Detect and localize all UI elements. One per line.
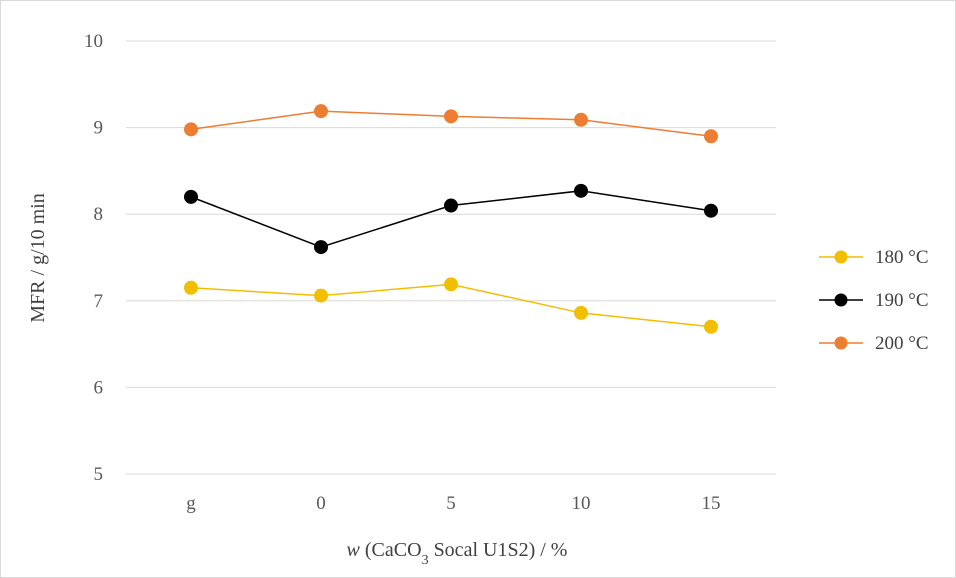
data-point — [704, 319, 718, 334]
gridlines — [126, 40, 776, 475]
legend: 180 °C 190 °C 200 °C — [819, 247, 929, 354]
data-point — [444, 109, 458, 124]
data-point — [704, 203, 718, 218]
x-tick-label: 5 — [446, 493, 456, 514]
data-point — [184, 189, 198, 204]
x-tick-labels: g 0 5 10 15 — [186, 493, 720, 514]
legend-entry: 200 °C — [819, 333, 929, 354]
legend-marker — [834, 336, 848, 350]
y-axis-title: MFR / g/10 min — [27, 193, 49, 322]
series-group — [184, 104, 718, 334]
legend-label: 190 °C — [875, 290, 929, 311]
y-tick-labels: 5 6 7 8 9 10 — [84, 31, 103, 485]
y-tick-label: 9 — [94, 118, 104, 139]
x-tick-label: 10 — [572, 493, 591, 514]
x-tick-label: g — [186, 493, 196, 514]
data-point — [574, 183, 588, 198]
y-tick-label: 6 — [94, 377, 104, 398]
x-axis-title-pre: (CaCO — [360, 539, 422, 561]
x-tick-label: 0 — [316, 493, 326, 514]
y-tick-label: 8 — [94, 204, 104, 225]
data-point — [574, 305, 588, 320]
x-axis-title-variable: w — [347, 539, 361, 561]
series-1 — [184, 183, 718, 255]
x-axis-title-subscript: 3 — [422, 553, 429, 568]
data-point — [184, 122, 198, 137]
data-point — [704, 129, 718, 144]
data-point — [314, 240, 328, 255]
legend-marker — [834, 293, 848, 307]
x-axis-title: w (CaCO3 Socal U1S2) / % — [347, 539, 568, 568]
legend-entry: 190 °C — [819, 290, 929, 311]
data-point — [574, 112, 588, 127]
series-2 — [184, 104, 718, 144]
series-0 — [184, 277, 718, 334]
data-point — [314, 288, 328, 303]
y-tick-label: 7 — [94, 291, 104, 312]
data-point — [314, 104, 328, 119]
x-axis-title-post: Socal U1S2) / % — [429, 539, 568, 561]
x-tick-label: 15 — [702, 493, 721, 514]
data-point — [444, 198, 458, 213]
legend-label: 180 °C — [875, 247, 929, 268]
legend-entry: 180 °C — [819, 247, 929, 268]
legend-label: 200 °C — [875, 333, 929, 354]
y-tick-label: 10 — [84, 31, 103, 52]
data-point — [184, 280, 198, 295]
y-tick-label: 5 — [94, 464, 104, 485]
legend-marker — [834, 250, 848, 264]
data-point — [444, 277, 458, 292]
